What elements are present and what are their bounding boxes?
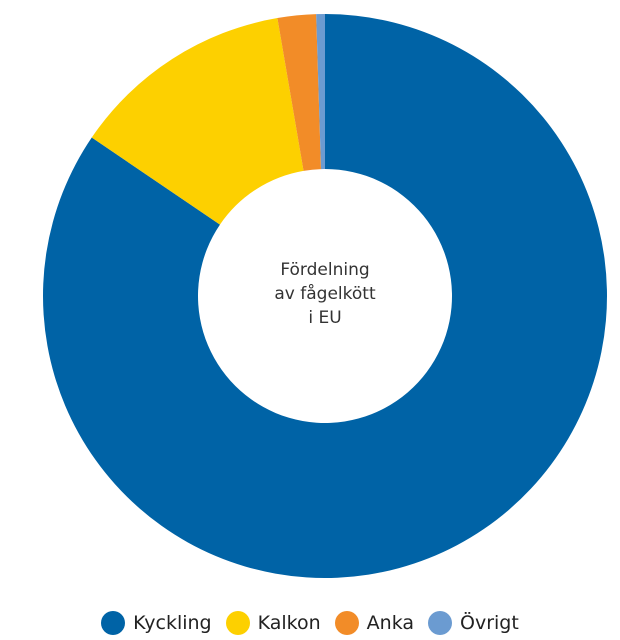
donut-slice: [91, 18, 304, 225]
legend-label: Kalkon: [257, 612, 321, 634]
legend: Kyckling Kalkon Anka Övrigt: [0, 611, 620, 635]
title-line: i EU: [308, 308, 342, 328]
legend-swatch: [428, 611, 453, 635]
legend-swatch: [101, 611, 126, 635]
legend-item: Kalkon: [225, 611, 321, 635]
title-line: av fågelkött: [274, 284, 376, 304]
legend-label: Anka: [366, 612, 415, 634]
legend-item: Övrigt: [428, 611, 519, 635]
chart: [43, 14, 608, 578]
legend-label: Övrigt: [460, 612, 519, 634]
donut-slice: [277, 14, 322, 171]
legend-label: Kyckling: [133, 612, 212, 634]
legend-swatch: [225, 611, 250, 635]
donut-slice: [43, 14, 608, 578]
donut-slice: [316, 14, 325, 170]
legend-swatch: [334, 611, 359, 635]
title-line: Fördelning: [280, 260, 370, 280]
center-title: Fördelning av fågelkött i EU: [225, 258, 425, 330]
legend-item: Anka: [334, 611, 415, 635]
legend-item: Kyckling: [101, 611, 212, 635]
